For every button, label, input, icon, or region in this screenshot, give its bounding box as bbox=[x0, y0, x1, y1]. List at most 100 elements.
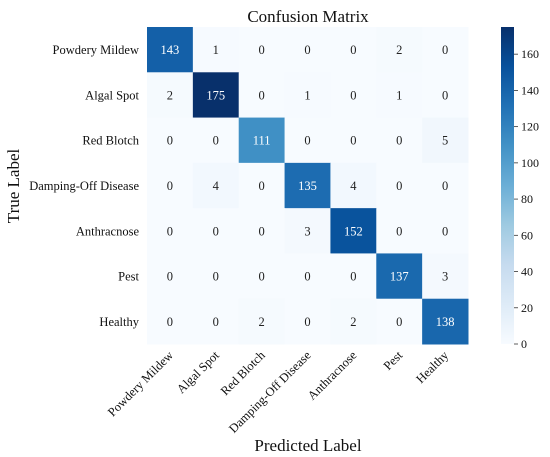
cell-value-label: 2 bbox=[350, 315, 356, 329]
colorbar-tick-label: 160 bbox=[521, 47, 539, 61]
cell-value-label: 3 bbox=[442, 270, 448, 284]
colorbar-ticks: 0 20 40 60 80 100 120 140 160 bbox=[514, 47, 539, 351]
cell-value-label: 0 bbox=[213, 315, 219, 329]
colorbar-tick-label: 40 bbox=[521, 265, 533, 279]
heatmap-cells bbox=[147, 27, 469, 345]
heatmap-cell bbox=[330, 162, 377, 209]
heatmap-cell bbox=[376, 27, 423, 73]
cell-value-label: 0 bbox=[304, 134, 310, 148]
x-tick-label: Powdery Mildew bbox=[105, 348, 176, 419]
heatmap-cell bbox=[376, 72, 423, 119]
y-tick-label: Anthracnose bbox=[76, 224, 140, 238]
heatmap-cell bbox=[238, 27, 286, 73]
y-tick-label: Red Blotch bbox=[82, 134, 139, 148]
cell-value-label: 152 bbox=[344, 224, 363, 238]
heatmap-cell bbox=[422, 72, 469, 119]
x-tick-label: Healthy bbox=[413, 348, 451, 386]
heatmap-cell bbox=[192, 162, 240, 209]
heatmap-cell bbox=[422, 208, 469, 254]
cell-value-label: 0 bbox=[259, 88, 265, 102]
cell-value-label: 0 bbox=[304, 315, 310, 329]
heatmap-cell bbox=[238, 117, 286, 164]
cell-value-label: 0 bbox=[442, 88, 448, 102]
heatmap-cell bbox=[147, 72, 194, 119]
colorbar-tick-label: 120 bbox=[521, 120, 539, 134]
heatmap-cell bbox=[147, 298, 194, 345]
x-axis-label: Predicted Label bbox=[254, 436, 361, 455]
colorbar-tick-label: 100 bbox=[521, 156, 539, 170]
cell-value-label: 2 bbox=[259, 315, 265, 329]
heatmap-cell bbox=[284, 27, 331, 73]
cell-value-label: 4 bbox=[213, 179, 220, 193]
y-tick-label: Algal Spot bbox=[85, 88, 139, 102]
y-axis-label: True Label bbox=[4, 149, 23, 224]
heatmap-cell bbox=[330, 72, 377, 119]
heatmap-cell bbox=[192, 208, 240, 254]
cell-value-label: 4 bbox=[350, 179, 357, 193]
colorbar-tick-label: 0 bbox=[521, 337, 527, 351]
cell-value-label: 0 bbox=[167, 224, 173, 238]
heatmap-cell bbox=[284, 208, 331, 254]
cell-value-label: 0 bbox=[259, 43, 265, 57]
cell-value-label: 135 bbox=[298, 179, 317, 193]
cell-value-label: 1 bbox=[213, 43, 219, 57]
heatmap-cell bbox=[376, 162, 423, 209]
x-tick-label: Damping-Off Disease bbox=[226, 348, 314, 436]
cell-value-label: 1 bbox=[396, 88, 402, 102]
heatmap-cell bbox=[238, 72, 286, 119]
cell-value-label: 0 bbox=[167, 315, 173, 329]
heatmap-cell bbox=[376, 253, 423, 300]
x-tick-label: Algal Spot bbox=[174, 348, 222, 396]
x-tick-label: Anthracnose bbox=[305, 348, 360, 403]
heatmap-cell bbox=[147, 27, 194, 73]
heatmap-cell bbox=[192, 253, 240, 300]
colorbar-tick-label: 140 bbox=[521, 83, 539, 97]
y-tick-label: Healthy bbox=[99, 315, 139, 329]
heatmap-cell bbox=[238, 208, 286, 254]
cell-value-label: 2 bbox=[167, 88, 173, 102]
heatmap-cell bbox=[376, 117, 423, 164]
heatmap-cell bbox=[376, 298, 423, 345]
cell-value-label: 137 bbox=[390, 270, 409, 284]
chart-title: Confusion Matrix bbox=[247, 7, 369, 26]
cell-value-label: 0 bbox=[396, 134, 402, 148]
colorbar-tick-label: 60 bbox=[521, 228, 533, 242]
cell-value-label: 0 bbox=[259, 224, 265, 238]
heatmap-cell bbox=[330, 27, 377, 73]
cell-value-label: 3 bbox=[304, 224, 310, 238]
colorbar-tick-label: 20 bbox=[521, 301, 533, 315]
heatmap-cell bbox=[284, 298, 331, 345]
cell-value-label: 0 bbox=[304, 270, 310, 284]
heatmap-cell bbox=[192, 72, 240, 119]
cell-value-label: 0 bbox=[442, 224, 448, 238]
heatmap-cell bbox=[284, 117, 331, 164]
heatmap-cell bbox=[330, 253, 377, 300]
cell-value-label: 111 bbox=[253, 134, 271, 148]
heatmap-cell bbox=[147, 253, 194, 300]
heatmap-cell bbox=[376, 208, 423, 254]
heatmap-cell bbox=[192, 27, 240, 73]
y-tick-labels: Powdery Mildew Algal Spot Red Blotch Dampin… bbox=[29, 43, 140, 329]
cell-value-label: 0 bbox=[213, 224, 219, 238]
heatmap-cell bbox=[238, 162, 286, 209]
heatmap-cell bbox=[422, 298, 469, 345]
cell-value-label: 0 bbox=[442, 179, 448, 193]
cell-value-label: 0 bbox=[259, 179, 265, 193]
heatmap-cell bbox=[330, 117, 377, 164]
heatmap-cell bbox=[147, 162, 194, 209]
colorbar-tick-label: 80 bbox=[521, 192, 533, 206]
heatmap-cell bbox=[422, 27, 469, 73]
y-tick-label: Pest bbox=[118, 270, 139, 284]
heatmap-cell bbox=[284, 72, 331, 119]
heatmap-cell bbox=[192, 117, 240, 164]
cell-value-label: 0 bbox=[213, 134, 219, 148]
heatmap-cell bbox=[422, 162, 469, 209]
colorbar bbox=[501, 27, 514, 344]
cell-value-label: 0 bbox=[350, 134, 356, 148]
cell-value-label: 138 bbox=[436, 315, 455, 329]
heatmap-cell bbox=[238, 298, 286, 345]
heatmap-cell bbox=[147, 117, 194, 164]
cell-value-label: 143 bbox=[161, 43, 180, 57]
